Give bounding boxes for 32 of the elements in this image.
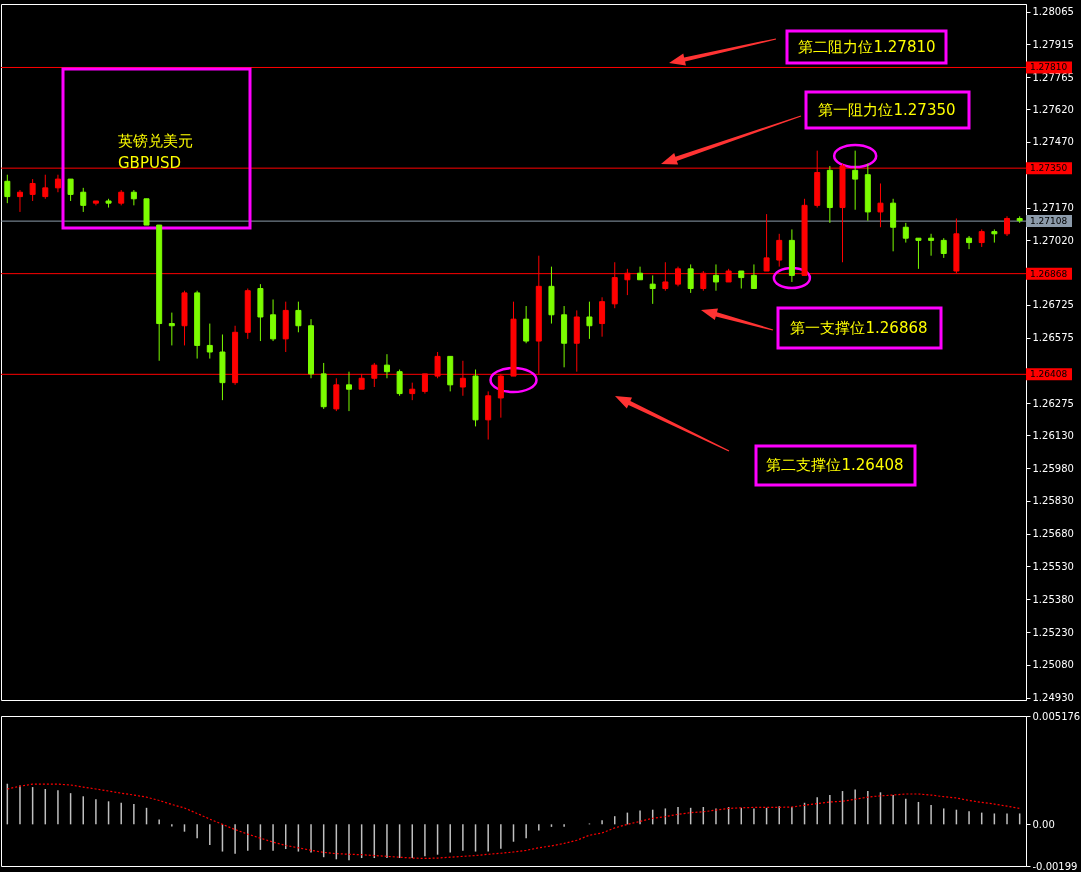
y-tick-label: 1.24930 [1032, 692, 1074, 704]
annotation: 第一阻力位1.27350 [818, 101, 956, 119]
y-tick-label: 1.25680 [1032, 528, 1074, 540]
annotation: 第一支撑位1.26868 [790, 319, 928, 337]
y-tick-label: 1.26130 [1032, 429, 1074, 441]
y-tick-label: 1.27170 [1032, 202, 1074, 214]
y-tick-label: 1.25380 [1032, 593, 1074, 605]
y-tick-label: 1.26725 [1032, 299, 1074, 311]
y-tick-label: 0.00 [1032, 818, 1055, 830]
y-tick-label: -0.00199 [1032, 860, 1078, 872]
y-tick-label: 1.25980 [1032, 462, 1074, 474]
ref-line-label: 1.26868 [1030, 268, 1068, 279]
y-tick-label: 1.27620 [1032, 103, 1074, 115]
y-tick-label: 1.26575 [1032, 332, 1074, 344]
annotation: 第二阻力位1.27810 [798, 38, 936, 56]
y-tick-label: 0.005176 [1032, 710, 1081, 722]
ref-line-label: 1.26408 [1030, 369, 1068, 380]
y-tick-label: 1.25230 [1032, 626, 1074, 638]
y-tick-label: 1.25080 [1032, 659, 1074, 671]
annotation: 英镑兑美元 GBPUSD [118, 132, 193, 172]
y-tick-label: 1.27765 [1032, 71, 1074, 83]
y-tick-label: 1.27470 [1032, 136, 1074, 148]
y-tick-label: 1.25830 [1032, 495, 1074, 507]
y-tick-label: 1.27020 [1032, 234, 1074, 246]
y-tick-label: 1.25530 [1032, 560, 1074, 572]
y-tick-label: 1.27915 [1032, 38, 1074, 50]
annotation: 第二支撑位1.26408 [766, 456, 904, 474]
ref-line-label: 1.27810 [1030, 62, 1068, 73]
ref-line-label: 1.27108 [1030, 216, 1068, 227]
y-tick-label: 1.28065 [1032, 6, 1074, 18]
y-tick-label: 1.26275 [1032, 397, 1074, 409]
ref-line-label: 1.27350 [1030, 163, 1068, 174]
